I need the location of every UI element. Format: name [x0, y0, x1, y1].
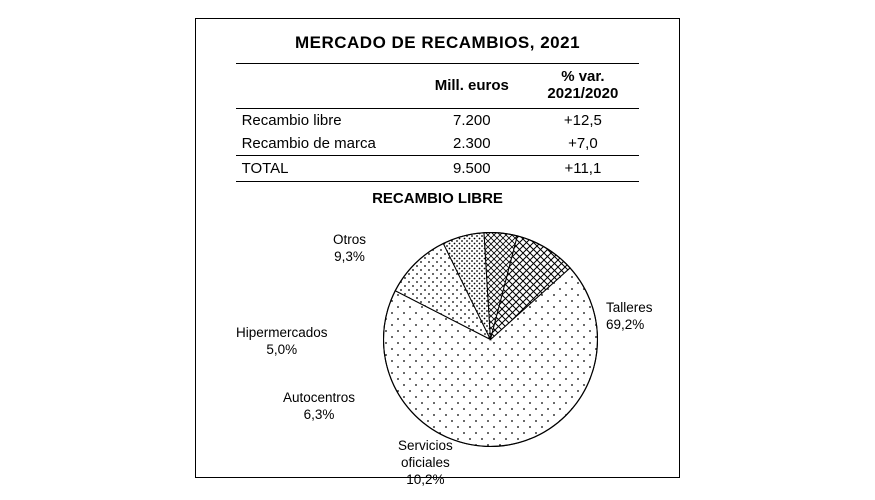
- total-var: +11,1: [526, 156, 639, 182]
- col-mill-euros: Mill. euros: [417, 64, 526, 109]
- col-var: % var.2021/2020: [526, 64, 639, 109]
- row-value: 2.300: [417, 132, 526, 156]
- row-value: 7.200: [417, 109, 526, 133]
- pie-chart-area: RECAMBIO LIBRE: [218, 190, 657, 485]
- pie-chart: [383, 232, 598, 447]
- table-row: Recambio libre 7.200 +12,5: [236, 109, 640, 133]
- row-label: Recambio de marca: [236, 132, 418, 156]
- total-value: 9.500: [417, 156, 526, 182]
- main-title: MERCADO DE RECAMBIOS, 2021: [218, 33, 657, 53]
- pie-label-hipermercados: Hipermercados5,0%: [236, 325, 328, 359]
- row-label: Recambio libre: [236, 109, 418, 133]
- report-card: MERCADO DE RECAMBIOS, 2021 Mill. euros %…: [195, 18, 680, 478]
- total-label: TOTAL: [236, 156, 418, 182]
- table-total-row: TOTAL 9.500 +11,1: [236, 156, 640, 182]
- pie-label-talleres: Talleres69,2%: [606, 300, 653, 334]
- col-blank: [236, 64, 418, 109]
- pie-label-otros: Otros9,3%: [333, 232, 366, 266]
- row-var: +12,5: [526, 109, 639, 133]
- pie-title: RECAMBIO LIBRE: [218, 190, 657, 207]
- pie-label-autocentros: Autocentros6,3%: [283, 390, 355, 424]
- table-row: Recambio de marca 2.300 +7,0: [236, 132, 640, 156]
- market-table: Mill. euros % var.2021/2020 Recambio lib…: [236, 63, 640, 182]
- pie-svg: [383, 232, 598, 447]
- pie-label-servicios: Serviciosoficiales10,2%: [398, 438, 453, 489]
- row-var: +7,0: [526, 132, 639, 156]
